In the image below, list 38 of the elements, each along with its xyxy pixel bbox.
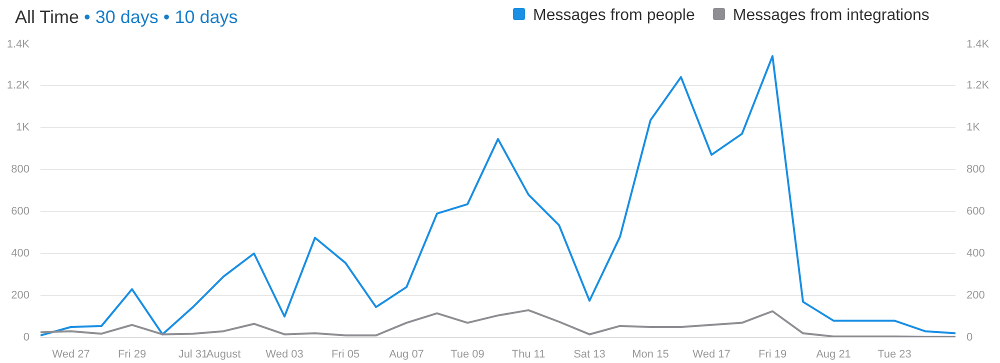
y-tick-label: 1.4K (6, 38, 30, 50)
x-tick-label: Mon 15 (632, 348, 669, 360)
y2-tick-label: 600 (966, 206, 985, 218)
y2-tick-label: 200 (966, 290, 985, 302)
y2-tick-label: 1.4K (966, 38, 990, 50)
line-series (40, 55, 956, 336)
y2-tick-label: 1K (966, 122, 981, 134)
line-series (40, 309, 956, 338)
x-tick-label: Wed 17 (692, 348, 730, 360)
y-tick-label: 200 (11, 290, 30, 302)
y-tick-label: 1K (16, 122, 30, 134)
legend-label: Messages from integrations (732, 7, 930, 24)
x-tick-label: Tue 09 (450, 348, 484, 360)
y-tick-label: 600 (11, 206, 30, 218)
x-tick-label: Tue 23 (878, 348, 912, 360)
y2-tick-label: 0 (966, 332, 973, 344)
x-tick-label: August (206, 348, 241, 360)
y-tick-label: 0 (23, 332, 30, 344)
y2-tick-label: 400 (966, 248, 985, 260)
x-tick-label: Wed 03 (266, 348, 304, 360)
y2-tick-label: 1.2K (966, 80, 990, 92)
x-tick-label: Jul 31 (178, 348, 208, 360)
x-tick-label: Wed 27 (52, 348, 90, 360)
x-tick-label: Fri 19 (758, 348, 787, 360)
x-tick-label: Aug 21 (816, 348, 851, 360)
y2-tick-label: 800 (966, 164, 985, 176)
x-tick-label: Sat 13 (574, 348, 606, 360)
x-tick-label: Fri 29 (118, 348, 146, 360)
legend-label: Messages from people (533, 7, 695, 24)
x-tick-label: Thu 11 (512, 348, 546, 360)
text: • 10 days (163, 7, 238, 27)
x-tick-label: Fri 05 (331, 348, 360, 360)
y-tick-label: 800 (11, 164, 30, 176)
chart-title: All Time (15, 7, 80, 27)
text: • 30 days (84, 7, 158, 27)
y-tick-label: 400 (11, 248, 30, 260)
x-tick-label: Aug 07 (389, 348, 424, 360)
y-tick-label: 1.2K (6, 80, 30, 92)
